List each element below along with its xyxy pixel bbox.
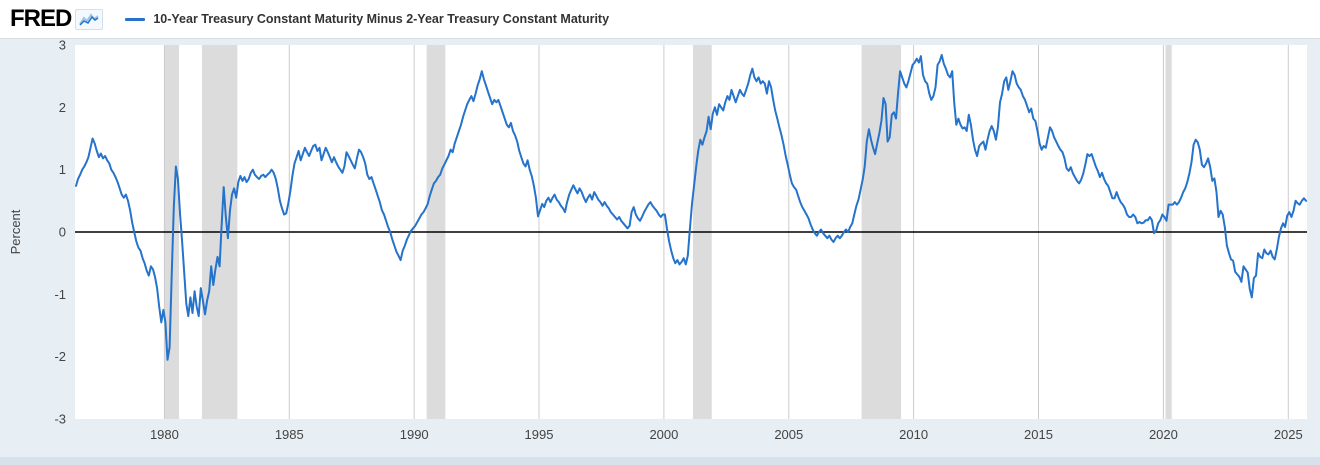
series-line[interactable] xyxy=(75,54,1307,361)
x-axis-label: 1995 xyxy=(525,427,554,442)
y-axis-label: -2 xyxy=(54,349,66,364)
y-axis-label: 3 xyxy=(59,39,66,53)
y-axis-label: 0 xyxy=(59,225,66,240)
x-axis-label: 2025 xyxy=(1274,427,1303,442)
footer-strip xyxy=(0,457,1320,465)
fred-logo[interactable]: FRED xyxy=(10,5,104,32)
series-legend[interactable]: 10-Year Treasury Constant Maturity Minus… xyxy=(125,12,609,26)
y-axis-label: 1 xyxy=(59,162,66,177)
header: FRED 10-Year Treasury Constant Maturity … xyxy=(0,0,1320,39)
y-axis-label: -3 xyxy=(54,412,66,427)
fred-graph-icon xyxy=(75,8,104,30)
x-axis-label: 1990 xyxy=(400,427,429,442)
x-axis-label: 1980 xyxy=(150,427,179,442)
series-legend-label: 10-Year Treasury Constant Maturity Minus… xyxy=(153,12,610,26)
y-axis-label: 2 xyxy=(59,100,66,115)
y-axis-title: Percent xyxy=(8,209,23,254)
fred-logo-text: FRED xyxy=(10,5,72,32)
x-axis-label: 2010 xyxy=(899,427,928,442)
series-color-swatch xyxy=(125,17,146,21)
x-axis-label: 2005 xyxy=(774,427,803,442)
chart-region: 3 2 1 0 -1 -2 -3 1980 1985 1990 1995 2000 2005 2010 20… xyxy=(0,39,1320,465)
treasury-spread-chart[interactable]: 3 2 1 0 -1 -2 -3 1980 1985 1990 1995 2000 2005 2010 20… xyxy=(0,39,1320,465)
x-axis-label: 1985 xyxy=(275,427,304,442)
x-axis-label: 2015 xyxy=(1024,427,1053,442)
y-axis-label: -1 xyxy=(54,287,66,302)
x-axis-label: 2000 xyxy=(649,427,678,442)
x-axis-label: 2020 xyxy=(1149,427,1178,442)
